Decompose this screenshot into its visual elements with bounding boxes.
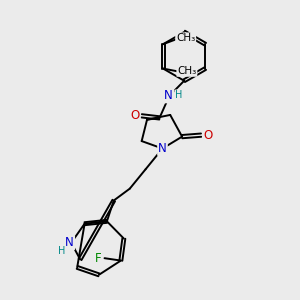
Text: CH₃: CH₃ bbox=[176, 33, 195, 43]
Text: O: O bbox=[130, 109, 140, 122]
Text: N: N bbox=[65, 236, 74, 249]
Text: H: H bbox=[58, 246, 65, 256]
Text: CH₃: CH₃ bbox=[177, 66, 196, 76]
Text: H: H bbox=[175, 90, 182, 100]
Text: F: F bbox=[95, 252, 101, 265]
Text: N: N bbox=[164, 89, 173, 102]
Text: O: O bbox=[203, 129, 212, 142]
Text: N: N bbox=[158, 142, 167, 155]
